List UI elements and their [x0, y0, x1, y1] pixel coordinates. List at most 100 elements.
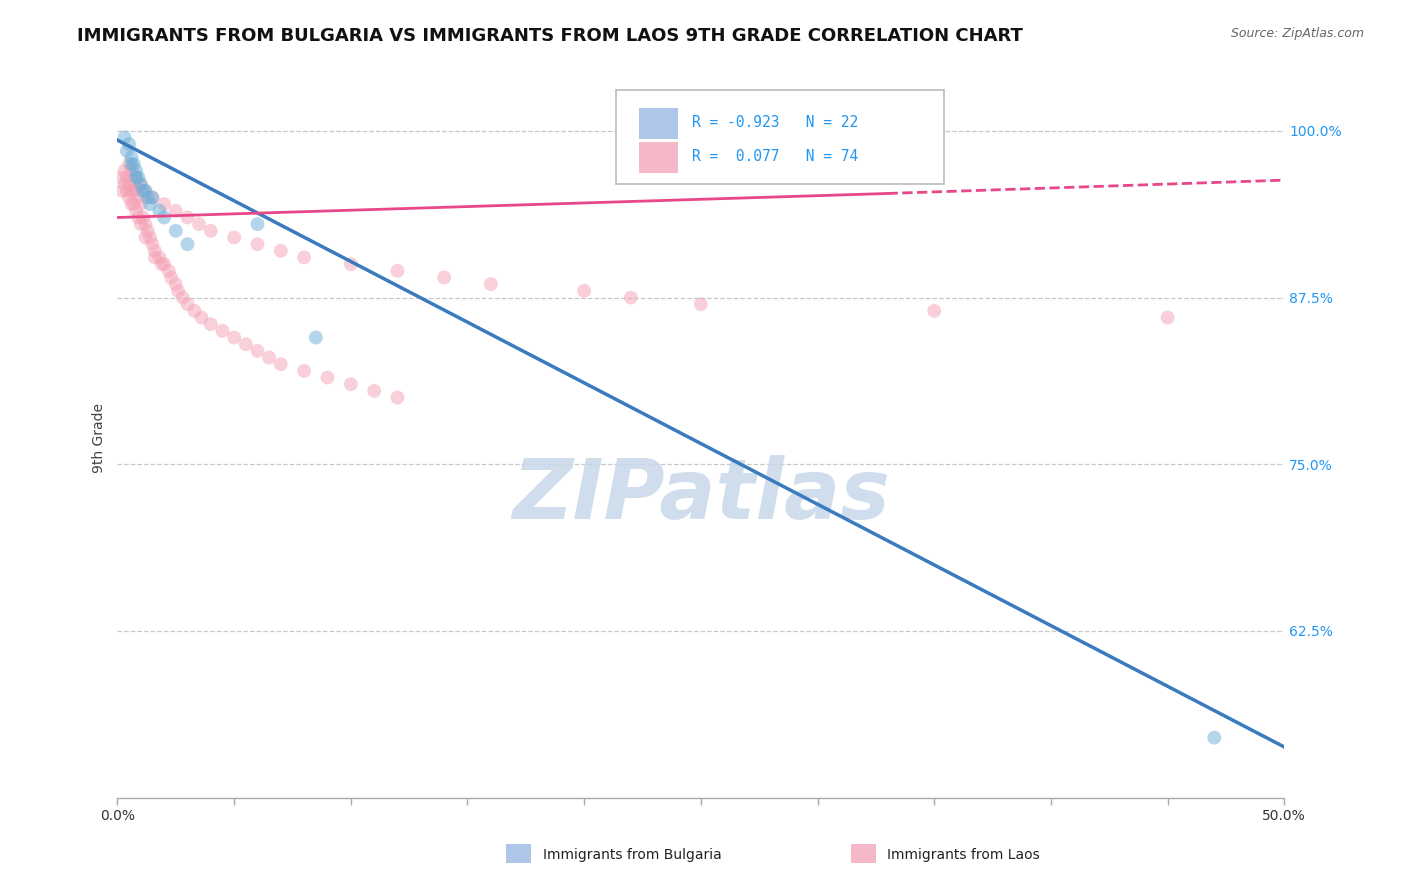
- Point: [120, 184, 142, 198]
- Point: [118, 137, 141, 152]
- Point: [211, 324, 233, 338]
- Point: [387, 264, 409, 278]
- Point: [689, 297, 711, 311]
- Point: [188, 217, 211, 231]
- Point: [122, 177, 145, 191]
- Point: [148, 251, 170, 265]
- Point: [305, 330, 328, 344]
- FancyBboxPatch shape: [616, 90, 943, 184]
- Bar: [640, 142, 678, 172]
- Point: [115, 170, 138, 185]
- Text: IMMIGRANTS FROM BULGARIA VS IMMIGRANTS FROM LAOS 9TH GRADE CORRELATION CHART: IMMIGRANTS FROM BULGARIA VS IMMIGRANTS F…: [77, 27, 1024, 45]
- Point: [127, 190, 149, 204]
- Point: [118, 190, 141, 204]
- Point: [141, 190, 163, 204]
- Point: [1204, 731, 1226, 745]
- Point: [153, 257, 176, 271]
- Point: [122, 197, 145, 211]
- Point: [122, 157, 145, 171]
- Point: [246, 217, 269, 231]
- Point: [1156, 310, 1178, 325]
- Point: [922, 303, 945, 318]
- Point: [129, 217, 152, 231]
- Point: [620, 291, 643, 305]
- Point: [143, 251, 166, 265]
- Y-axis label: 9th Grade: 9th Grade: [93, 402, 107, 473]
- Text: R =  0.077   N = 74: R = 0.077 N = 74: [692, 149, 858, 164]
- Point: [132, 184, 155, 198]
- Point: [200, 317, 222, 331]
- Point: [127, 170, 149, 185]
- Point: [160, 270, 183, 285]
- Point: [111, 184, 134, 198]
- Point: [167, 284, 190, 298]
- Point: [148, 203, 170, 218]
- Point: [120, 197, 142, 211]
- Point: [270, 357, 292, 371]
- Point: [134, 184, 156, 198]
- Point: [118, 157, 141, 171]
- Point: [165, 277, 187, 292]
- Point: [246, 343, 269, 358]
- Text: ZIPatlas: ZIPatlas: [512, 455, 890, 536]
- Point: [200, 224, 222, 238]
- Point: [122, 184, 145, 198]
- Point: [141, 190, 163, 204]
- Point: [153, 197, 176, 211]
- Point: [114, 177, 136, 191]
- Point: [129, 197, 152, 211]
- Point: [316, 370, 339, 384]
- Point: [111, 170, 134, 185]
- Point: [134, 184, 156, 198]
- Point: [150, 257, 173, 271]
- Point: [246, 237, 269, 252]
- Point: [183, 303, 205, 318]
- Point: [224, 230, 246, 244]
- Point: [340, 377, 363, 392]
- Point: [134, 217, 156, 231]
- Point: [139, 230, 162, 244]
- Point: [190, 310, 212, 325]
- Point: [172, 291, 194, 305]
- Bar: [640, 109, 678, 138]
- Point: [235, 337, 257, 351]
- Point: [125, 184, 148, 198]
- Point: [141, 237, 163, 252]
- Point: [572, 284, 595, 298]
- Point: [127, 211, 149, 225]
- Point: [157, 264, 180, 278]
- Point: [125, 203, 148, 218]
- Point: [257, 351, 280, 365]
- Point: [165, 224, 187, 238]
- Point: [136, 190, 159, 204]
- Point: [165, 203, 187, 218]
- Point: [125, 170, 148, 185]
- Text: Source: ZipAtlas.com: Source: ZipAtlas.com: [1230, 27, 1364, 40]
- Point: [224, 330, 246, 344]
- Point: [132, 211, 155, 225]
- Point: [292, 364, 315, 378]
- Point: [363, 384, 385, 398]
- Point: [176, 297, 198, 311]
- Point: [136, 224, 159, 238]
- Point: [120, 151, 142, 165]
- Point: [134, 230, 156, 244]
- Point: [118, 177, 141, 191]
- Point: [114, 130, 136, 145]
- Point: [115, 144, 138, 158]
- Point: [479, 277, 502, 292]
- Point: [153, 211, 176, 225]
- Point: [292, 251, 315, 265]
- Point: [120, 163, 142, 178]
- Point: [125, 163, 148, 178]
- Point: [143, 244, 166, 258]
- Point: [270, 244, 292, 258]
- Point: [129, 177, 152, 191]
- Point: [340, 257, 363, 271]
- Point: [176, 211, 198, 225]
- Point: [433, 270, 456, 285]
- Point: [120, 157, 142, 171]
- Text: Immigrants from Bulgaria: Immigrants from Bulgaria: [543, 848, 721, 863]
- Point: [129, 177, 152, 191]
- Point: [114, 163, 136, 178]
